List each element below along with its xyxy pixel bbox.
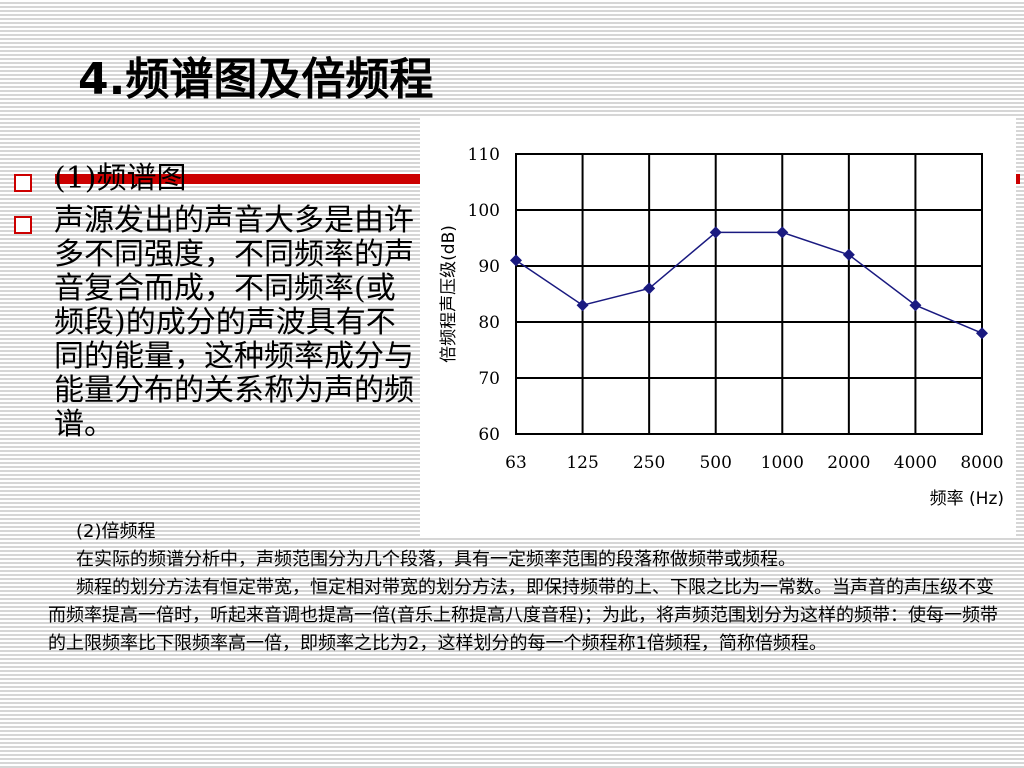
series-line [515,231,983,334]
bullet-item-description: 声源发出的声音大多是由许多不同强度，不同频率的声音复合而成，不同频率(或频段)的… [14,204,414,442]
x-tick-label: 2000 [827,453,870,473]
y-axis-label: 倍频程声压级(dB) [439,225,459,363]
chart-grid [515,153,983,435]
y-tick-label: 60 [478,425,500,445]
bullet-square-icon [14,174,32,192]
data-point-marker [643,282,656,295]
data-point-marker [842,248,855,261]
bullet-text: 声源发出的声音大多是由许多不同强度，不同频率的声音复合而成，不同频率(或频段)的… [54,203,414,442]
spectrum-chart: 60 70 80 90 100 110 63 125 250 500 1000 2000 4000 80… [420,118,1016,536]
subheading-octave: (2)倍频程 [76,521,156,542]
y-tick-label: 70 [478,369,500,389]
y-tick-label: 110 [468,145,500,165]
x-tick-label: 8000 [960,453,1003,473]
data-point-marker [776,226,789,239]
x-tick-label: 250 [633,453,665,473]
y-tick-label: 100 [468,201,500,221]
x-tick-label: 1000 [761,453,804,473]
paragraph-frequency-bands: 在实际的频谱分析中，声频范围分为几个段落，具有一定频率范围的段落称做频带或频程。 [76,549,796,570]
paragraph-octave-definition: 频程的划分方法有恒定带宽，恒定相对带宽的划分方法，即保持频带的上、下限之比为一常… [48,577,999,654]
bullet-square-icon [14,216,32,234]
bullet-text: (1)频谱图 [54,161,187,196]
x-tick-label: 500 [699,453,731,473]
x-tick-label: 63 [505,453,527,473]
data-point-marker [976,327,988,340]
data-markers [510,226,988,340]
x-tick-label: 4000 [894,453,937,473]
plot-frame [515,153,983,435]
y-tick-label: 90 [478,257,500,277]
lower-text-block: (2)倍频程 在实际的频谱分析中，声频范围分为几个段落，具有一定频率范围的段落称… [48,518,1006,658]
x-axis-label: 频率 (Hz) [930,489,1004,509]
slide-title: 4.频谱图及倍频程 [78,54,434,105]
spectrum-chart-svg: 60 70 80 90 100 110 63 125 250 500 1000 2000 4000 80… [439,145,1004,509]
bullet-item-spectrum: (1)频谱图 [14,162,187,196]
y-axis-ticks: 60 70 80 90 100 110 [468,145,500,445]
x-axis-ticks: 63 125 250 500 1000 2000 4000 8000 [505,453,1003,473]
data-point-marker [909,299,922,312]
data-point-marker [510,254,522,267]
data-point-marker [576,299,589,312]
y-tick-label: 80 [478,313,500,333]
x-tick-label: 125 [566,453,598,473]
data-point-marker [709,226,722,239]
